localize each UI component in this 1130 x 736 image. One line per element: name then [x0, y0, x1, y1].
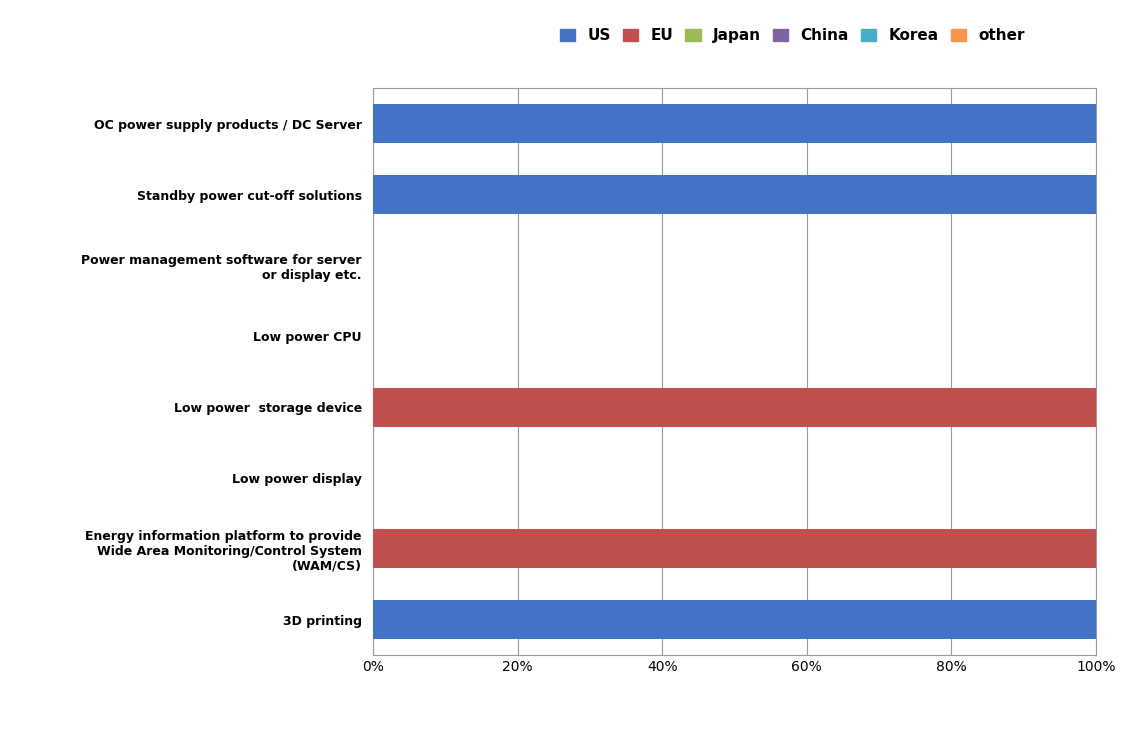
- Bar: [373, 600, 1096, 639]
- Legend: US, EU, Japan, China, Korea, other: US, EU, Japan, China, Korea, other: [554, 22, 1032, 49]
- Bar: [373, 529, 1096, 568]
- Bar: [373, 388, 1096, 427]
- Bar: [373, 175, 1096, 214]
- Bar: [373, 105, 1096, 144]
